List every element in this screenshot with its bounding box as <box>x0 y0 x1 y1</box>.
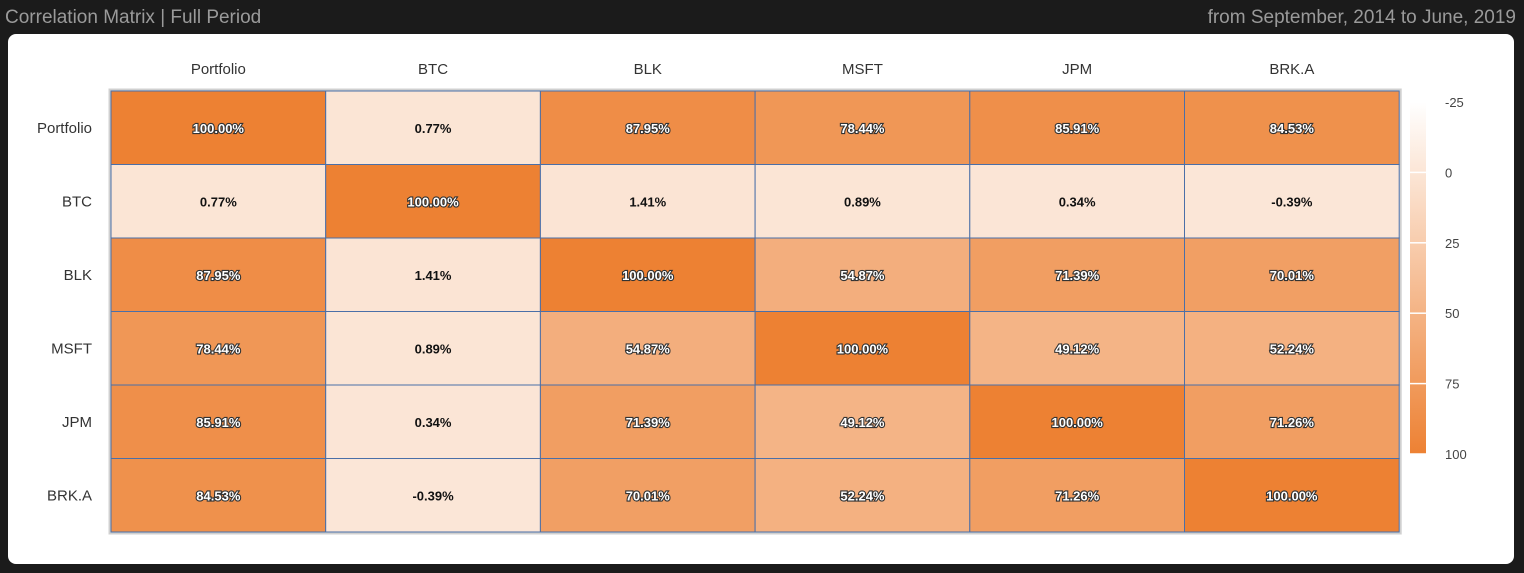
heatmap-cell <box>969 164 1185 239</box>
colorbar-tick-label-0: -25 <box>1445 95 1464 110</box>
heatmap-cell <box>110 90 327 165</box>
cell-value-label: 0.34% <box>1059 194 1096 209</box>
cell-value-label: 100.00% <box>407 194 459 209</box>
heatmap-cell <box>325 458 541 533</box>
cell-value-label: 0.77% <box>200 194 237 209</box>
cell-value-label: 100.00% <box>622 268 674 283</box>
top-bar: Correlation Matrix | Full Period from Se… <box>0 0 1524 36</box>
date-range: from September, 2014 to June, 2019 <box>1207 7 1516 28</box>
cell-value-label: 49.12% <box>1055 341 1100 356</box>
chart-title: Correlation Matrix | Full Period <box>5 7 262 28</box>
cell-value-label: 71.26% <box>1270 415 1315 430</box>
cell-value-label: 71.26% <box>1055 488 1100 503</box>
heatmap-cell <box>110 458 327 533</box>
cell-value-label: 49.12% <box>840 415 885 430</box>
heatmap-cell <box>969 311 1185 386</box>
column-label-1: BTC <box>418 61 448 78</box>
heatmap-cell <box>325 384 541 459</box>
column-label-3: MSFT <box>842 61 883 78</box>
cell-value-label: 52.24% <box>840 488 885 503</box>
heatmap-cell <box>325 164 541 239</box>
heatmap-cell <box>969 384 1185 459</box>
row-label-4: JPM <box>62 414 92 431</box>
cell-value-label: 100.00% <box>1051 415 1103 430</box>
heatmap-cell <box>1184 311 1400 386</box>
heatmap-cell <box>325 237 541 312</box>
heatmap-cell <box>539 384 756 459</box>
heatmap-cell <box>1184 164 1400 239</box>
row-label-0: Portfolio <box>37 120 92 137</box>
colorbar-tick-label-1: 0 <box>1445 165 1452 180</box>
cell-value-label: 1.41% <box>415 268 452 283</box>
heatmap-cell <box>539 237 756 312</box>
chart-card: Portfolio BTC BLK MSFT JPM BRK.A Portfolio BTC B… <box>8 34 1514 564</box>
cell-value-label: 0.34% <box>415 415 452 430</box>
row-label-2: BLK <box>64 267 92 284</box>
heatmap-cell <box>754 90 971 165</box>
heatmap-cell <box>1184 237 1400 312</box>
heatmap-cell <box>754 237 971 312</box>
heatmap-cell <box>969 237 1185 312</box>
column-label-2: BLK <box>634 61 662 78</box>
cell-value-label: 87.95% <box>196 268 241 283</box>
cell-value-label: 54.87% <box>626 341 671 356</box>
colorbar-tick-label-2: 25 <box>1445 236 1459 251</box>
row-label-3: MSFT <box>51 340 92 357</box>
cell-value-label: -0.39% <box>1271 194 1313 209</box>
heatmap-cell <box>754 311 971 386</box>
heatmap-cell <box>754 384 971 459</box>
cell-value-label: -0.39% <box>412 488 454 503</box>
cell-value-label: 70.01% <box>626 488 671 503</box>
cell-value-label: 54.87% <box>840 268 885 283</box>
column-label-0: Portfolio <box>191 61 246 78</box>
heatmap-cell <box>754 164 971 239</box>
heatmap-cell <box>1184 384 1400 459</box>
column-label-5: BRK.A <box>1269 61 1314 78</box>
heatmap-cell <box>110 237 327 312</box>
cell-value-label: 100.00% <box>1266 488 1318 503</box>
heatmap-frame <box>108 88 1402 535</box>
cell-value-label: 0.77% <box>415 121 452 136</box>
cell-value-label: 85.91% <box>196 415 241 430</box>
row-label-5: BRK.A <box>47 487 92 504</box>
cell-value-label: 87.95% <box>626 121 671 136</box>
cell-value-label: 84.53% <box>1270 121 1315 136</box>
heatmap-cell <box>539 164 756 239</box>
cell-value-label: 71.39% <box>626 415 671 430</box>
column-label-4: JPM <box>1062 61 1092 78</box>
heatmap-cell <box>969 458 1185 533</box>
cell-value-label: 78.44% <box>840 121 885 136</box>
row-label-1: BTC <box>62 193 92 210</box>
cell-value-label: 0.89% <box>844 194 881 209</box>
heatmap-cell <box>539 311 756 386</box>
heatmap-cell <box>325 90 541 165</box>
heatmap-cell <box>1184 90 1400 165</box>
colorbar-tick-label-3: 50 <box>1445 306 1459 321</box>
correlation-heatmap: Portfolio BTC BLK MSFT JPM BRK.A Portfolio BTC B… <box>37 61 1467 535</box>
heatmap-cell <box>325 311 541 386</box>
cell-value-label: 52.24% <box>1270 341 1315 356</box>
cell-value-label: 100.00% <box>837 341 889 356</box>
cell-value-label: 84.53% <box>196 488 241 503</box>
cell-value-label: 100.00% <box>193 121 245 136</box>
heatmap-cell <box>1184 458 1400 533</box>
cell-value-label: 78.44% <box>196 341 241 356</box>
cell-value-label: 70.01% <box>1270 268 1315 283</box>
colorbar-tick-label-4: 75 <box>1445 377 1459 392</box>
heatmap-cell <box>110 164 327 239</box>
cell-value-label: 71.39% <box>1055 268 1100 283</box>
colorbar-tick-label-5: 100 <box>1445 447 1467 462</box>
cell-value-label: 1.41% <box>629 194 666 209</box>
cell-value-label: 0.89% <box>415 341 452 356</box>
cell-value-label: 85.91% <box>1055 121 1100 136</box>
colorbar <box>1410 102 1426 454</box>
